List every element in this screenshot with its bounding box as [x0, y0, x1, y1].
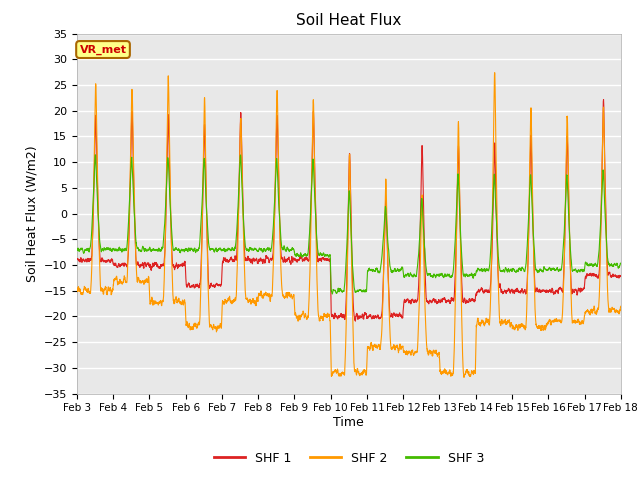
Y-axis label: Soil Heat Flux (W/m2): Soil Heat Flux (W/m2)	[25, 145, 38, 282]
X-axis label: Time: Time	[333, 416, 364, 429]
Title: Soil Heat Flux: Soil Heat Flux	[296, 13, 401, 28]
Text: VR_met: VR_met	[79, 44, 127, 55]
Legend: SHF 1, SHF 2, SHF 3: SHF 1, SHF 2, SHF 3	[209, 447, 489, 469]
